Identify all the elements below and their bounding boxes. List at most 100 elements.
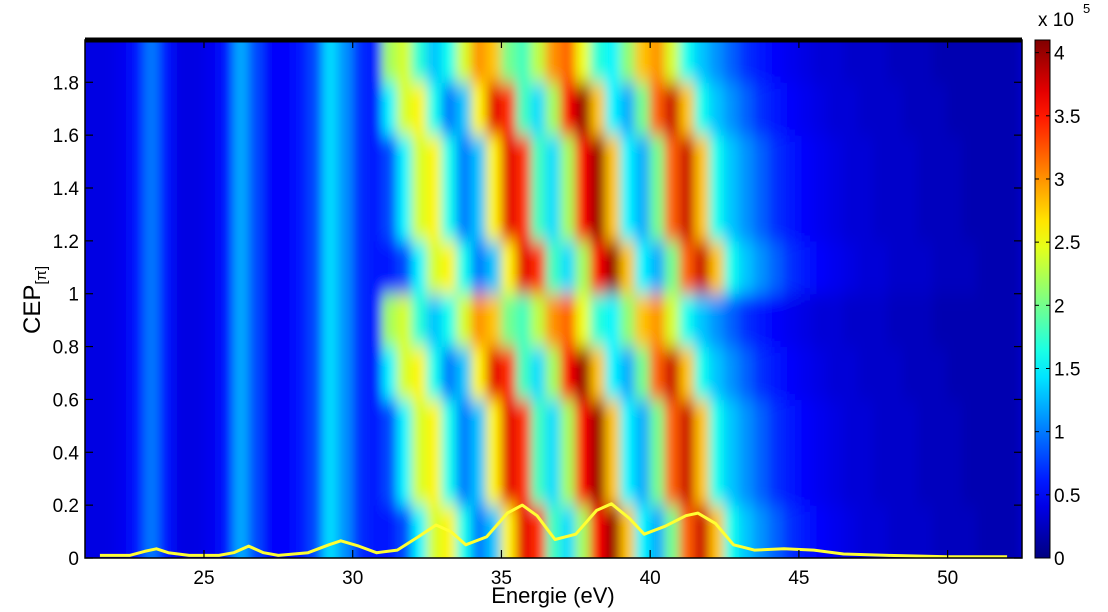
heatmap-cell xyxy=(857,187,874,242)
heatmap-cell xyxy=(709,187,726,242)
heatmap-cell xyxy=(917,240,934,295)
heatmap-cell xyxy=(917,451,934,506)
heatmap-cell xyxy=(590,81,607,136)
heatmap-cell xyxy=(649,134,666,189)
heatmap-cell xyxy=(753,40,770,83)
heatmap-cell xyxy=(976,504,993,558)
colorbar xyxy=(1034,39,1051,559)
heatmap-cell xyxy=(679,134,696,189)
colorbar-tick-label: 0.5 xyxy=(1054,486,1080,507)
heatmap-cell xyxy=(634,81,651,136)
heatmap-cell xyxy=(367,134,383,189)
heatmap-cell xyxy=(143,504,160,558)
y-tick-label: 1 xyxy=(68,285,79,306)
heatmap-cell xyxy=(545,451,562,506)
heatmap-cell xyxy=(545,293,562,348)
heatmap-cell xyxy=(426,504,443,558)
heatmap-cell xyxy=(590,293,607,348)
heatmap-cell xyxy=(619,451,636,506)
heatmap-cell xyxy=(456,40,473,83)
heatmap-cell xyxy=(872,346,889,400)
heatmap-cell xyxy=(649,504,666,558)
heatmap-cell xyxy=(367,451,383,506)
heatmap-cell xyxy=(322,187,339,242)
heatmap-cell xyxy=(129,40,145,83)
heatmap-cell xyxy=(99,81,116,136)
heatmap-cell xyxy=(322,346,339,400)
heatmap-cell xyxy=(798,346,815,400)
heatmap-cell xyxy=(605,346,621,400)
heatmap-cell xyxy=(173,346,190,400)
heatmap-cell xyxy=(307,398,324,453)
heatmap-cell xyxy=(768,40,785,83)
heatmap-cell xyxy=(947,134,964,189)
heatmap-cell xyxy=(962,293,978,348)
heatmap-cell xyxy=(486,40,502,83)
heatmap-cell xyxy=(114,398,131,453)
heatmap-cell xyxy=(188,240,205,295)
heatmap-cell xyxy=(813,40,830,83)
heatmap-cell xyxy=(411,346,428,400)
heatmap-cell xyxy=(917,187,934,242)
heatmap-cell xyxy=(262,240,279,295)
heatmap-cell xyxy=(1006,398,1022,453)
heatmap-cell xyxy=(917,504,934,558)
heatmap-cell xyxy=(99,398,116,453)
heatmap-cell xyxy=(560,451,577,506)
heatmap-cell xyxy=(962,346,978,400)
heatmap-cell xyxy=(947,451,964,506)
heatmap-cell xyxy=(828,240,845,295)
heatmap-cell xyxy=(248,346,264,400)
y-tick-label: 1.8 xyxy=(53,73,79,94)
heatmap-cell xyxy=(322,451,339,506)
heatmap-cell xyxy=(917,293,934,348)
heatmap-cell xyxy=(114,81,131,136)
heatmap-cell xyxy=(203,346,220,400)
heatmap-cell xyxy=(471,81,488,136)
heatmap-cell xyxy=(857,134,874,189)
heatmap-cell xyxy=(991,40,1008,83)
heatmap-cell xyxy=(872,240,889,295)
heatmap-cell xyxy=(515,134,532,189)
heatmap-cell xyxy=(857,240,874,295)
heatmap-cell xyxy=(337,451,354,506)
heatmap-cell xyxy=(962,504,978,558)
heatmap-cell xyxy=(738,240,755,295)
heatmap-cell xyxy=(262,398,279,453)
heatmap-cell xyxy=(456,293,473,348)
heatmap-cell xyxy=(649,293,666,348)
heatmap-cell xyxy=(337,240,354,295)
heatmap-cell xyxy=(411,504,428,558)
heatmap-cell xyxy=(486,293,502,348)
heatmap-cell xyxy=(947,293,964,348)
heatmap-cell xyxy=(471,293,488,348)
heatmap-cell xyxy=(545,240,562,295)
heatmap-cell xyxy=(798,504,815,558)
heatmap-cell xyxy=(768,81,785,136)
heatmap-cell xyxy=(843,346,859,400)
heatmap-cell xyxy=(976,187,993,242)
heatmap-cell xyxy=(872,451,889,506)
heatmap-cell xyxy=(262,40,279,83)
heatmap-cell xyxy=(857,40,874,83)
heatmap-cell xyxy=(307,346,324,400)
heatmap-cell xyxy=(872,81,889,136)
heatmap-cell xyxy=(85,40,101,83)
heatmap-cell xyxy=(932,240,949,295)
heatmap-cell xyxy=(471,451,488,506)
heatmap-cell xyxy=(813,346,830,400)
heatmap-cell xyxy=(605,240,621,295)
heatmap-cell xyxy=(932,504,949,558)
heatmap-cell xyxy=(1006,451,1022,506)
heatmap-cell xyxy=(932,134,949,189)
y-axis-label-sub: [π] xyxy=(33,266,50,285)
y-axis-label-main: CEP xyxy=(19,285,46,334)
heatmap-cell xyxy=(664,504,681,558)
heatmap-cell xyxy=(724,346,740,400)
heatmap-cell xyxy=(1006,81,1022,136)
heatmap-cell xyxy=(932,398,949,453)
heatmap-cell xyxy=(441,187,458,242)
heatmap-cell xyxy=(85,293,101,348)
heatmap-cell xyxy=(634,40,651,83)
heatmap-cell xyxy=(649,187,666,242)
